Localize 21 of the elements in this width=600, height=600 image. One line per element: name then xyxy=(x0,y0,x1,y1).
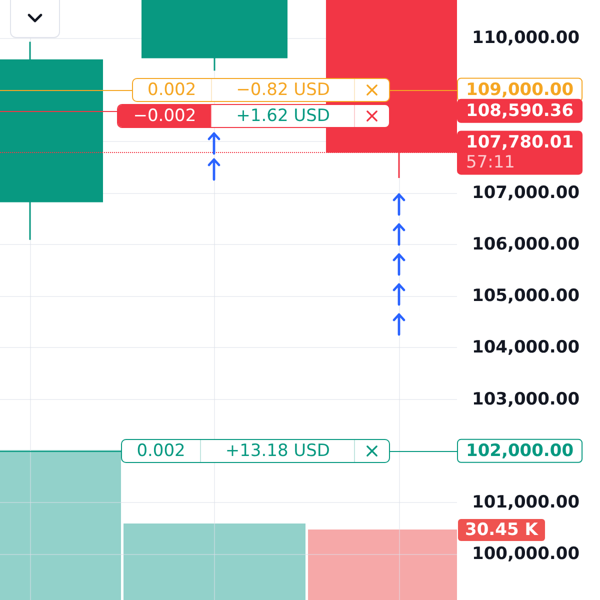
order-label: 0.002 −0.82 USD xyxy=(132,78,390,102)
y-tick-label: 106,000.00 xyxy=(472,234,580,255)
annotation: −0.82 USD xyxy=(211,78,354,101)
annotation: −0.002 xyxy=(118,104,212,127)
y-tick-label: 104,000.00 xyxy=(472,338,580,358)
annotation: 0.002 xyxy=(146,78,198,101)
y-tick-label: 110,000.00 xyxy=(472,28,580,48)
annotation: +1.62 USD xyxy=(211,104,354,127)
y-tick-label: 100,000.00 xyxy=(472,544,580,564)
y-tick-label: 107,000.00 xyxy=(472,182,580,203)
ref-line-label: 109,000.00 xyxy=(466,80,574,100)
annotation: 30.45 K xyxy=(458,518,545,540)
y-tick-label: 105,000.00 xyxy=(472,286,580,306)
ref-line-label: 107,780.01 57:11 xyxy=(466,132,574,173)
y-tick-label: 101,000.00 xyxy=(472,492,580,512)
ref-line-label: 108,590.36 xyxy=(466,100,574,121)
y-tick-label: 103,000.00 xyxy=(472,389,580,410)
order-label: 0.002 +13.18 USD xyxy=(120,438,390,463)
ref-line-label: 102,000.00 xyxy=(466,440,574,461)
annotation: +13.18 USD xyxy=(200,440,354,462)
annotation: 0.002 xyxy=(136,440,186,462)
